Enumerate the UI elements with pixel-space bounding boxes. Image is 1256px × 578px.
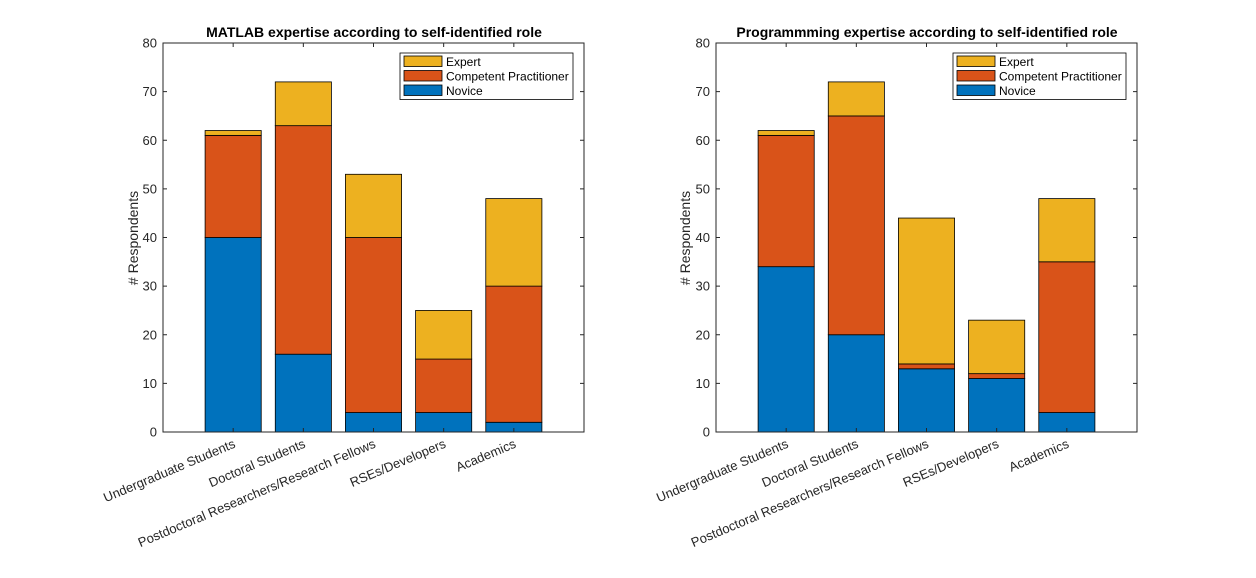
chart-title: MATLAB expertise according to self-ident… bbox=[206, 24, 542, 40]
bar-competent-practitioner-academics bbox=[485, 285, 543, 423]
bar-expert-postdoctoral-researchers-research-fellows bbox=[898, 217, 955, 365]
y-tick-label: 70 bbox=[696, 84, 710, 99]
bar-expert-doctoral-students bbox=[274, 81, 332, 127]
legend-swatch-novice bbox=[956, 84, 996, 96]
bar-expert-rses-developers bbox=[415, 310, 473, 360]
bar-expert-academics bbox=[1038, 198, 1096, 263]
legend-label-competent-practitioner: Competent Practitioner bbox=[446, 70, 569, 84]
bar-novice-rses-developers bbox=[968, 378, 1026, 433]
y-axis-label: # Respondents bbox=[677, 191, 693, 285]
legend-label-expert: Expert bbox=[999, 55, 1034, 69]
bar-competent-practitioner-rses-developers bbox=[968, 373, 1026, 379]
y-tick-label: 80 bbox=[696, 36, 710, 51]
bar-competent-practitioner-undergraduate-students bbox=[204, 134, 262, 238]
y-tick-label: 70 bbox=[143, 84, 157, 99]
bar-competent-practitioner-undergraduate-students bbox=[757, 134, 815, 268]
y-tick-label: 30 bbox=[696, 279, 710, 294]
y-tick-label: 10 bbox=[143, 376, 157, 391]
bar-expert-academics bbox=[485, 198, 543, 287]
y-tick-label: 50 bbox=[696, 181, 710, 196]
y-tick-label: 40 bbox=[143, 230, 157, 245]
legend-label-novice: Novice bbox=[446, 84, 483, 98]
bar-competent-practitioner-postdoctoral-researchers-research-fellows bbox=[345, 237, 402, 413]
legend-swatch-expert bbox=[403, 55, 443, 67]
bars-layer bbox=[757, 81, 1096, 433]
y-tick-label: 60 bbox=[696, 133, 710, 148]
legend-swatch-competent-practitioner bbox=[956, 70, 996, 82]
bar-expert-undergraduate-students bbox=[757, 130, 815, 136]
bar-competent-practitioner-doctoral-students bbox=[827, 115, 885, 336]
bar-novice-undergraduate-students bbox=[757, 266, 815, 433]
bars-layer bbox=[204, 81, 543, 433]
bar-novice-doctoral-students bbox=[274, 353, 332, 433]
y-tick-label: 80 bbox=[143, 36, 157, 51]
legend-label-novice: Novice bbox=[999, 84, 1036, 98]
legend-label-competent-practitioner: Competent Practitioner bbox=[999, 70, 1122, 84]
bar-competent-practitioner-doctoral-students bbox=[274, 125, 332, 355]
y-axis-label: # Respondents bbox=[125, 191, 141, 285]
y-tick-label: 10 bbox=[696, 376, 710, 391]
bar-expert-postdoctoral-researchers-research-fellows bbox=[345, 173, 402, 238]
bar-novice-undergraduate-students bbox=[204, 237, 262, 433]
legend-label-expert: Expert bbox=[446, 55, 481, 69]
y-tick-label: 40 bbox=[696, 230, 710, 245]
bar-competent-practitioner-rses-developers bbox=[415, 358, 473, 413]
bar-novice-doctoral-students bbox=[827, 334, 885, 433]
bar-competent-practitioner-academics bbox=[1038, 261, 1096, 413]
y-tick-label: 20 bbox=[143, 327, 157, 342]
bar-competent-practitioner-postdoctoral-researchers-research-fellows bbox=[898, 363, 955, 370]
bar-expert-rses-developers bbox=[968, 319, 1026, 375]
y-tick-label: 0 bbox=[150, 425, 157, 440]
legend-swatch-novice bbox=[403, 84, 443, 96]
legend-swatch-competent-practitioner bbox=[403, 70, 443, 82]
bar-expert-doctoral-students bbox=[827, 81, 885, 117]
y-tick-label: 50 bbox=[143, 181, 157, 196]
bar-expert-undergraduate-students bbox=[204, 130, 262, 136]
y-tick-label: 30 bbox=[143, 279, 157, 294]
y-tick-label: 0 bbox=[703, 425, 710, 440]
legend-swatch-expert bbox=[956, 55, 996, 67]
bar-novice-postdoctoral-researchers-research-fellows bbox=[898, 368, 955, 433]
y-tick-label: 60 bbox=[143, 133, 157, 148]
y-tick-label: 20 bbox=[696, 327, 710, 342]
chart-title: Programmming expertise according to self… bbox=[736, 24, 1117, 40]
